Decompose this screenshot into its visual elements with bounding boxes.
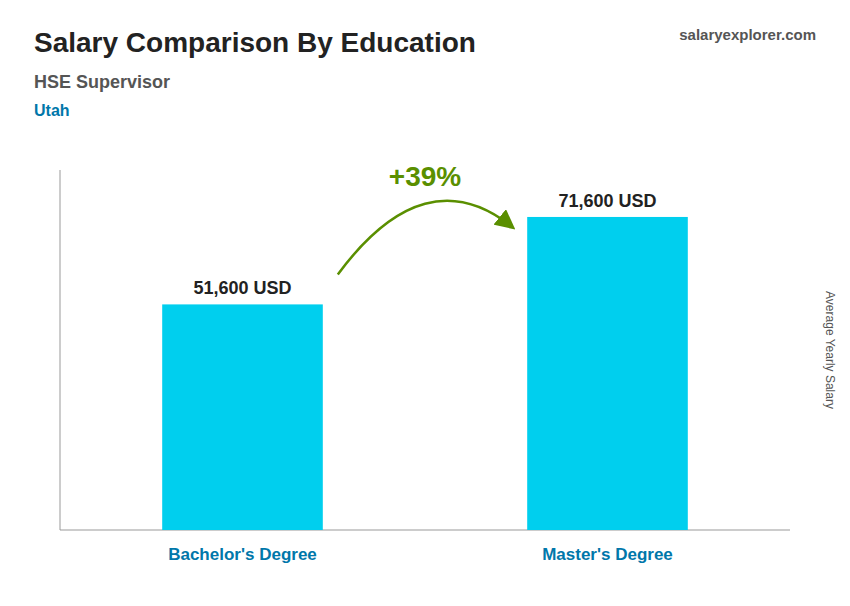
change-label: +39%	[389, 161, 461, 192]
source: salaryexplorer.com	[679, 26, 816, 43]
y-axis-line	[60, 170, 61, 530]
x-tick-label: Bachelor's Degree	[168, 545, 317, 564]
subtitle: HSE Supervisor	[34, 72, 170, 92]
bar	[162, 304, 323, 530]
title: Salary Comparison By Education	[34, 27, 476, 58]
bar	[527, 217, 688, 530]
change-arrow	[338, 201, 512, 275]
y-axis-label: Average Yearly Salary	[823, 291, 837, 409]
data-label: 71,600 USD	[558, 191, 656, 211]
bars	[162, 217, 688, 530]
chart-svg: Salary Comparison By Education HSE Superv…	[0, 0, 850, 606]
x-tick-label: Master's Degree	[542, 545, 673, 564]
chart-container: Salary Comparison By Education HSE Superv…	[0, 0, 850, 606]
location: Utah	[34, 102, 70, 119]
data-label: 51,600 USD	[193, 278, 291, 298]
